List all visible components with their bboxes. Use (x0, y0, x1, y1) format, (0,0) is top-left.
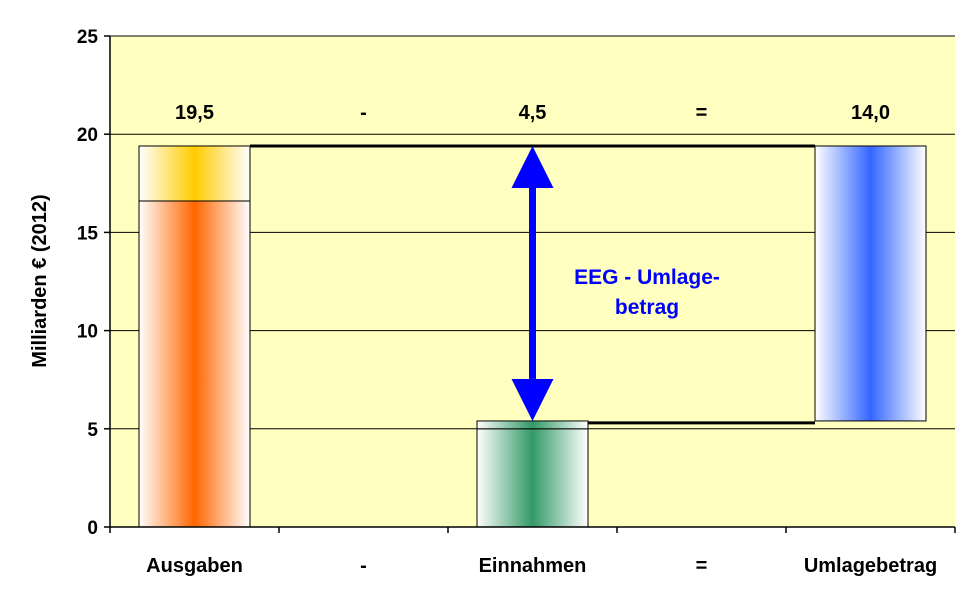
bar-einnahmen-segment-2 (476, 420, 589, 430)
bars (138, 145, 927, 528)
arrow-head-up (511, 145, 554, 188)
category-label: - (360, 555, 367, 577)
top-value-label: 4,5 (519, 102, 547, 124)
category-label: Ausgaben (146, 555, 243, 577)
y-tick-label: 25 (77, 27, 99, 48)
top-value-label: 14,0 (851, 102, 890, 124)
y-axis-label: Milliarden € (2012) (29, 194, 51, 367)
annotation-label: EEG - Umlage-betrag (574, 266, 720, 319)
bar-umlagebetrag-segment-1 (814, 145, 927, 422)
bar-einnahmen-segment-1 (476, 428, 589, 528)
bar-ausgaben-segment-1 (138, 200, 251, 528)
y-tick-label: 0 (87, 518, 98, 539)
bar-ausgaben-segment-2 (138, 145, 251, 202)
top-value-label: = (696, 102, 708, 124)
y-tick-label: 10 (77, 322, 98, 343)
category-label: Einnahmen (479, 555, 587, 577)
double-arrow (511, 145, 554, 421)
top-value-label: 19,5 (175, 102, 214, 124)
category-label: Umlagebetrag (804, 555, 937, 577)
arrow-shaft (529, 187, 536, 379)
y-tick-label: 5 (87, 420, 98, 441)
top-value-label: - (360, 102, 367, 124)
category-label: = (696, 555, 708, 577)
y-tick-label: 15 (77, 223, 99, 244)
axes (104, 35, 956, 533)
y-tick-labels: 0 5 10 15 20 25 (77, 27, 99, 539)
arrow-head-down (511, 378, 554, 421)
top-value-labels: 19,5 - 4,5 = 14,0 (175, 102, 890, 124)
category-labels: Ausgaben - Einnahmen = Umlagebetrag (146, 555, 937, 577)
y-tick-label: 20 (77, 125, 98, 146)
